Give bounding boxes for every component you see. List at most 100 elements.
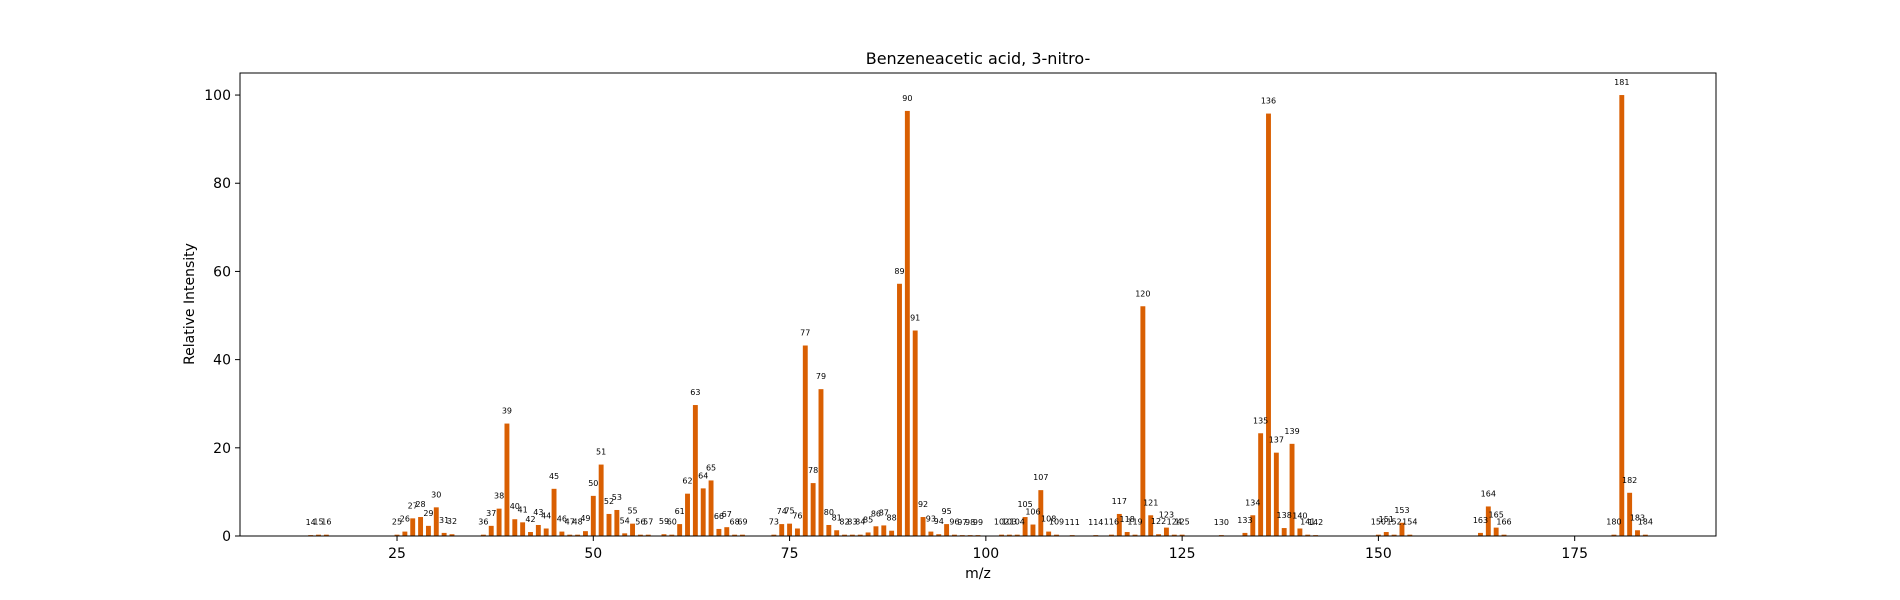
bar-mz-61 [677, 524, 683, 536]
peak-label-mz-54: 54 [620, 516, 630, 525]
bar-mz-40 [512, 519, 518, 536]
bar-mz-55 [630, 523, 635, 536]
bar-mz-125 [1179, 534, 1185, 536]
peak-label-mz-32: 32 [447, 517, 457, 526]
peak-label-mz-44: 44 [541, 512, 551, 521]
bar-mz-77 [802, 345, 808, 536]
peak-label-mz-152: 152 [1386, 518, 1401, 527]
chart-title: Benzeneacetic acid, 3-nitro- [866, 49, 1091, 68]
peak-label-mz-57: 57 [643, 518, 653, 527]
bar-mz-181 [1619, 95, 1625, 537]
peak-label-mz-153: 153 [1394, 506, 1409, 515]
bar-mz-52 [606, 513, 612, 536]
bar-mz-117 [1116, 513, 1122, 536]
peak-label-mz-109: 109 [1049, 518, 1064, 527]
peak-label-mz-66: 66 [714, 512, 724, 521]
peak-label-mz-135: 135 [1253, 416, 1268, 425]
bar-mz-45 [551, 488, 557, 536]
bar-mz-30 [433, 507, 439, 536]
peak-label-mz-46: 46 [557, 515, 567, 524]
y-tick-label: 80 [213, 176, 231, 192]
bar-mz-37 [488, 525, 494, 536]
bar-mz-65 [708, 480, 714, 536]
peak-label-mz-27: 27 [408, 501, 418, 510]
y-tick-label: 0 [222, 529, 231, 545]
x-tick-label: 175 [1561, 546, 1588, 562]
peak-label-mz-53: 53 [612, 493, 622, 502]
peak-label-mz-151: 151 [1379, 515, 1394, 524]
peak-label-mz-94: 94 [934, 517, 944, 526]
peak-label-mz-75: 75 [784, 507, 794, 516]
bar-mz-108 [1046, 531, 1052, 536]
bar-mz-141 [1305, 534, 1311, 536]
bar-mz-44 [543, 528, 549, 536]
peak-label-mz-16: 16 [321, 518, 331, 527]
bar-mz-150 [1375, 534, 1381, 536]
peak-label-mz-180: 180 [1606, 518, 1621, 527]
bar-mz-133 [1242, 532, 1248, 536]
bar-mz-29 [425, 525, 431, 536]
peak-label-mz-107: 107 [1033, 473, 1048, 482]
bar-mz-151 [1383, 532, 1389, 536]
peak-label-mz-98: 98 [965, 518, 975, 527]
bar-mz-95 [944, 524, 950, 536]
peak-label-mz-93: 93 [926, 515, 936, 524]
peak-label-mz-138: 138 [1277, 511, 1292, 520]
bar-mz-64 [700, 488, 706, 536]
peak-label-mz-140: 140 [1292, 512, 1307, 521]
peak-label-mz-43: 43 [533, 508, 543, 517]
bar-mz-26 [402, 531, 408, 536]
bar-mz-136 [1266, 113, 1271, 536]
bar-mz-66 [716, 528, 722, 536]
bar-mz-135 [1258, 433, 1264, 536]
bar-mz-183 [1635, 530, 1640, 536]
bar-mz-119 [1132, 534, 1138, 536]
peak-label-mz-130: 130 [1214, 518, 1229, 527]
bar-mz-43 [535, 524, 541, 536]
bar-mz-83 [849, 534, 855, 536]
peak-label-mz-55: 55 [627, 507, 637, 516]
bar-mz-39 [504, 423, 510, 536]
peak-label-mz-14: 14 [306, 518, 316, 527]
bar-mz-82 [842, 534, 847, 536]
y-tick-label: 60 [213, 264, 231, 280]
bar-mz-184 [1642, 534, 1648, 536]
bar-mz-42 [528, 532, 533, 536]
bar-mz-27 [410, 518, 416, 536]
x-tick-label: 100 [972, 546, 999, 562]
peak-label-mz-26: 26 [400, 515, 410, 524]
bar-mz-134 [1250, 515, 1256, 536]
x-tick-label: 125 [1169, 546, 1196, 562]
bar-mz-121 [1148, 515, 1154, 536]
peak-label-mz-38: 38 [494, 492, 504, 501]
bar-mz-60 [669, 534, 675, 536]
bar-mz-152 [1391, 534, 1397, 536]
peak-label-mz-116: 116 [1104, 518, 1119, 527]
peak-label-mz-51: 51 [596, 448, 606, 457]
peak-label-mz-80: 80 [824, 508, 834, 517]
peak-label-mz-114: 114 [1088, 518, 1103, 527]
x-axis-label: m/z [965, 566, 991, 582]
bar-mz-138 [1281, 528, 1287, 536]
peak-label-mz-111: 111 [1065, 518, 1080, 527]
bar-mz-78 [810, 483, 816, 536]
peak-label-mz-103: 103 [1002, 518, 1017, 527]
bar-mz-140 [1297, 528, 1303, 536]
bar-mz-163 [1478, 532, 1483, 536]
bar-mz-49 [583, 531, 588, 536]
bar-mz-38 [496, 508, 502, 536]
peak-label-mz-133: 133 [1237, 516, 1252, 525]
peak-label-mz-99: 99 [973, 518, 983, 527]
peak-label-mz-31: 31 [439, 516, 449, 525]
bar-mz-96 [952, 534, 957, 536]
bar-mz-48 [575, 534, 581, 536]
peak-label-mz-105: 105 [1017, 500, 1032, 509]
bar-mz-62 [685, 493, 690, 536]
y-tick-label: 20 [213, 441, 231, 457]
x-tick-label: 75 [781, 546, 799, 562]
peak-label-mz-65: 65 [706, 463, 716, 472]
peak-label-mz-134: 134 [1245, 498, 1260, 507]
bar-mz-25 [394, 534, 400, 536]
bar-mz-80 [826, 524, 832, 536]
